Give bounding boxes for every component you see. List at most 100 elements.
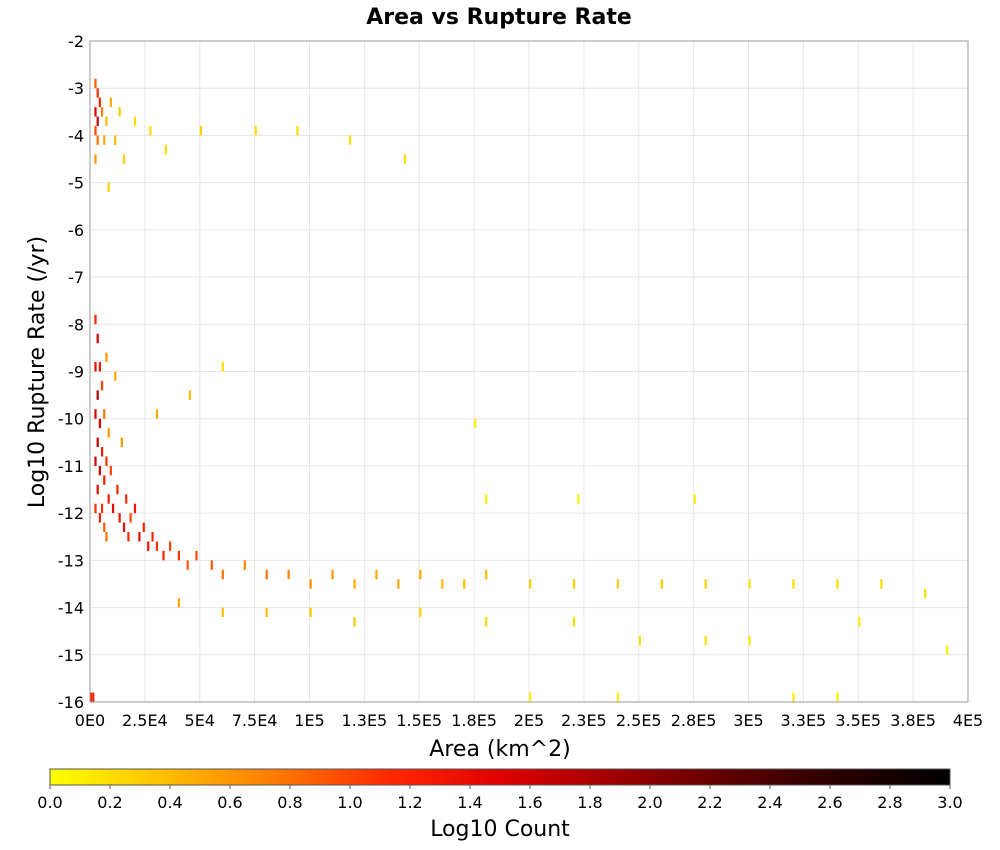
- x-axis-title: Area (km^2): [429, 737, 570, 762]
- heatmap-cell: [296, 125, 299, 136]
- heatmap-cell: [98, 513, 101, 523]
- heatmap-cell: [353, 579, 356, 589]
- heatmap-cell: [397, 579, 400, 589]
- y-tick-label: -3: [68, 79, 84, 98]
- heatmap-cell: [403, 154, 407, 164]
- heatmap-cell: [924, 588, 927, 599]
- heatmap-cell: [704, 635, 707, 646]
- y-axis-title: Log10 Rupture Rate (/yr): [25, 236, 50, 508]
- heatmap-cell: [309, 607, 312, 618]
- chart-title: Area vs Rupture Rate: [366, 5, 632, 30]
- colorbar-tick-label: 2.6: [817, 793, 842, 812]
- heatmap-cell: [155, 541, 159, 551]
- heatmap-cell: [155, 409, 159, 419]
- heatmap-cell: [331, 569, 334, 580]
- heatmap-cell: [419, 607, 422, 618]
- heatmap-cell: [353, 617, 356, 627]
- heatmap-cell: [103, 409, 106, 419]
- heatmap-cell: [858, 617, 861, 627]
- x-tick-label: 3.3E5: [781, 711, 827, 730]
- heatmap-cell: [265, 607, 268, 618]
- colorbar-ticks: 0.0 0.2 0.4 0.6 0.8 1.0 1.2 1.4 1.6 1.8 2.0 2.2 2.4 2…: [37, 785, 963, 812]
- heatmap-cell: [142, 522, 145, 533]
- heatmap-cell: [105, 352, 108, 363]
- heatmap-cell: [309, 579, 312, 589]
- colorbar-tick-label: 2.0: [637, 793, 662, 812]
- heatmap-cells: [90, 78, 949, 702]
- heatmap-cell: [94, 456, 97, 466]
- heatmap-cell: [122, 522, 126, 533]
- heatmap-cell: [105, 116, 108, 126]
- heatmap-cell: [162, 550, 165, 561]
- heatmap-cell: [118, 107, 121, 117]
- y-tick-label: -14: [58, 599, 84, 618]
- heatmap-cell: [100, 107, 104, 117]
- heatmap-cell: [441, 579, 444, 589]
- heatmap-cell: [138, 532, 141, 542]
- heatmap-cell: [638, 635, 641, 646]
- heatmap-cell: [98, 465, 101, 476]
- heatmap-cell: [529, 692, 532, 702]
- heatmap-cell: [100, 447, 104, 457]
- heatmap-cell: [474, 418, 477, 429]
- heatmap-cell: [116, 484, 119, 495]
- heatmap-cell: [96, 390, 99, 400]
- x-tick-label: 1.3E5: [342, 711, 388, 730]
- heatmap-cell: [693, 494, 696, 504]
- y-tick-label: -7: [68, 268, 84, 287]
- heatmap-cell: [529, 579, 532, 589]
- heatmap-cell: [107, 494, 110, 504]
- heatmap-cell: [122, 154, 126, 164]
- heatmap-cell: [147, 541, 150, 551]
- colorbar-tick-label: 0.4: [157, 793, 182, 812]
- heatmap-cell: [221, 607, 224, 618]
- x-tick-label: 0E0: [75, 711, 105, 730]
- heatmap-cell: [107, 182, 110, 193]
- x-tick-label: 7.5E4: [232, 711, 278, 730]
- plot-frame: [89, 40, 969, 703]
- heatmap-cell: [704, 579, 707, 589]
- y-tick-label: -12: [58, 504, 84, 523]
- heatmap-cell: [419, 569, 422, 580]
- heatmap-cell: [616, 579, 619, 589]
- heatmap-cell: [100, 380, 104, 391]
- colorbar-tick-label: 0.6: [217, 793, 242, 812]
- heatmap-cell: [96, 116, 99, 126]
- heatmap-cell: [616, 692, 619, 702]
- heatmap-cell: [748, 635, 751, 646]
- heatmap-cell: [118, 513, 121, 523]
- x-tick-label: 1.5E5: [396, 711, 442, 730]
- x-tick-label: 3.8E5: [890, 711, 936, 730]
- x-tick-label: 1E5: [294, 711, 324, 730]
- heatmap-cell: [836, 692, 839, 702]
- heatmap-cell: [221, 569, 224, 580]
- heatmap-cell: [463, 579, 466, 589]
- colorbar-tick-label: 2.8: [877, 793, 902, 812]
- heatmap-cell: [92, 692, 95, 702]
- x-tick-label: 3.5E5: [835, 711, 881, 730]
- heatmap-cell: [105, 532, 108, 542]
- heatmap-cell: [103, 475, 106, 485]
- y-tick-label: -15: [58, 646, 84, 665]
- y-tick-label: -10: [58, 410, 84, 429]
- heatmap-cell: [221, 362, 224, 372]
- heatmap-cell: [127, 532, 130, 542]
- heatmap-cell: [164, 144, 167, 155]
- heatmap-cell: [577, 494, 580, 504]
- y-tick-label: -8: [68, 315, 84, 334]
- heatmap-cell: [572, 617, 576, 627]
- heatmap-cell: [210, 560, 213, 570]
- x-tick-label: 1.8E5: [451, 711, 497, 730]
- x-tick-label: 2.5E5: [616, 711, 662, 730]
- y-tick-label: -5: [68, 174, 84, 193]
- colorbar-tick-label: 1.2: [397, 793, 422, 812]
- heatmap-cell: [96, 437, 99, 448]
- heatmap-cell: [946, 645, 949, 655]
- heatmap-cell: [243, 560, 246, 570]
- heatmap-cell: [94, 314, 97, 325]
- heatmap-cell: [287, 569, 290, 580]
- heatmap-cell: [94, 107, 97, 117]
- y-tick-label: -16: [58, 693, 84, 712]
- heatmap-cell: [98, 418, 101, 429]
- colorbar-tick-label: 1.8: [577, 793, 602, 812]
